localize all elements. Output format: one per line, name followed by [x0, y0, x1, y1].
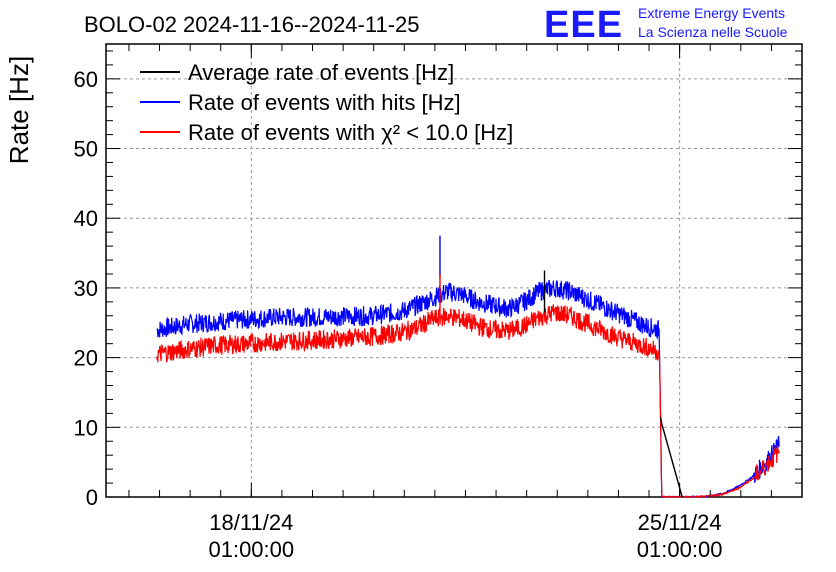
- y-tick-label: 50: [74, 137, 98, 162]
- y-tick-label: 40: [74, 206, 98, 231]
- legend-entry: Average rate of events [Hz]: [188, 60, 454, 85]
- y-tick-label: 10: [74, 415, 98, 440]
- logo-caption: Extreme Energy Events La Scienza nelle S…: [638, 4, 787, 42]
- chart-title: BOLO-02 2024-11-16--2024-11-25: [84, 12, 420, 37]
- y-tick-label: 60: [74, 67, 98, 92]
- y-tick-label: 20: [74, 346, 98, 371]
- series-line-hits: [156, 279, 780, 499]
- series-line-average: [659, 416, 683, 498]
- x-tick-label-date: 25/11/24: [638, 510, 722, 535]
- plot-frame: [105, 43, 803, 498]
- logo-caption-line1: Extreme Energy Events: [638, 5, 786, 21]
- y-tick-label: 30: [74, 276, 98, 301]
- x-tick-label-date: 18/11/24: [209, 510, 293, 535]
- series-line-chi2: [156, 304, 780, 499]
- x-tick-label-time: 01:00:00: [637, 537, 723, 562]
- y-tick-label: 0: [86, 485, 98, 510]
- logo-caption-line2: La Scienza nelle Scuole: [638, 24, 788, 40]
- legend-entry: Rate of events with χ² < 10.0 [Hz]: [188, 120, 513, 145]
- eee-logo: EEE: [544, 4, 624, 46]
- x-tick-label-time: 01:00:00: [208, 537, 294, 562]
- legend-entry: Rate of events with hits [Hz]: [188, 90, 461, 115]
